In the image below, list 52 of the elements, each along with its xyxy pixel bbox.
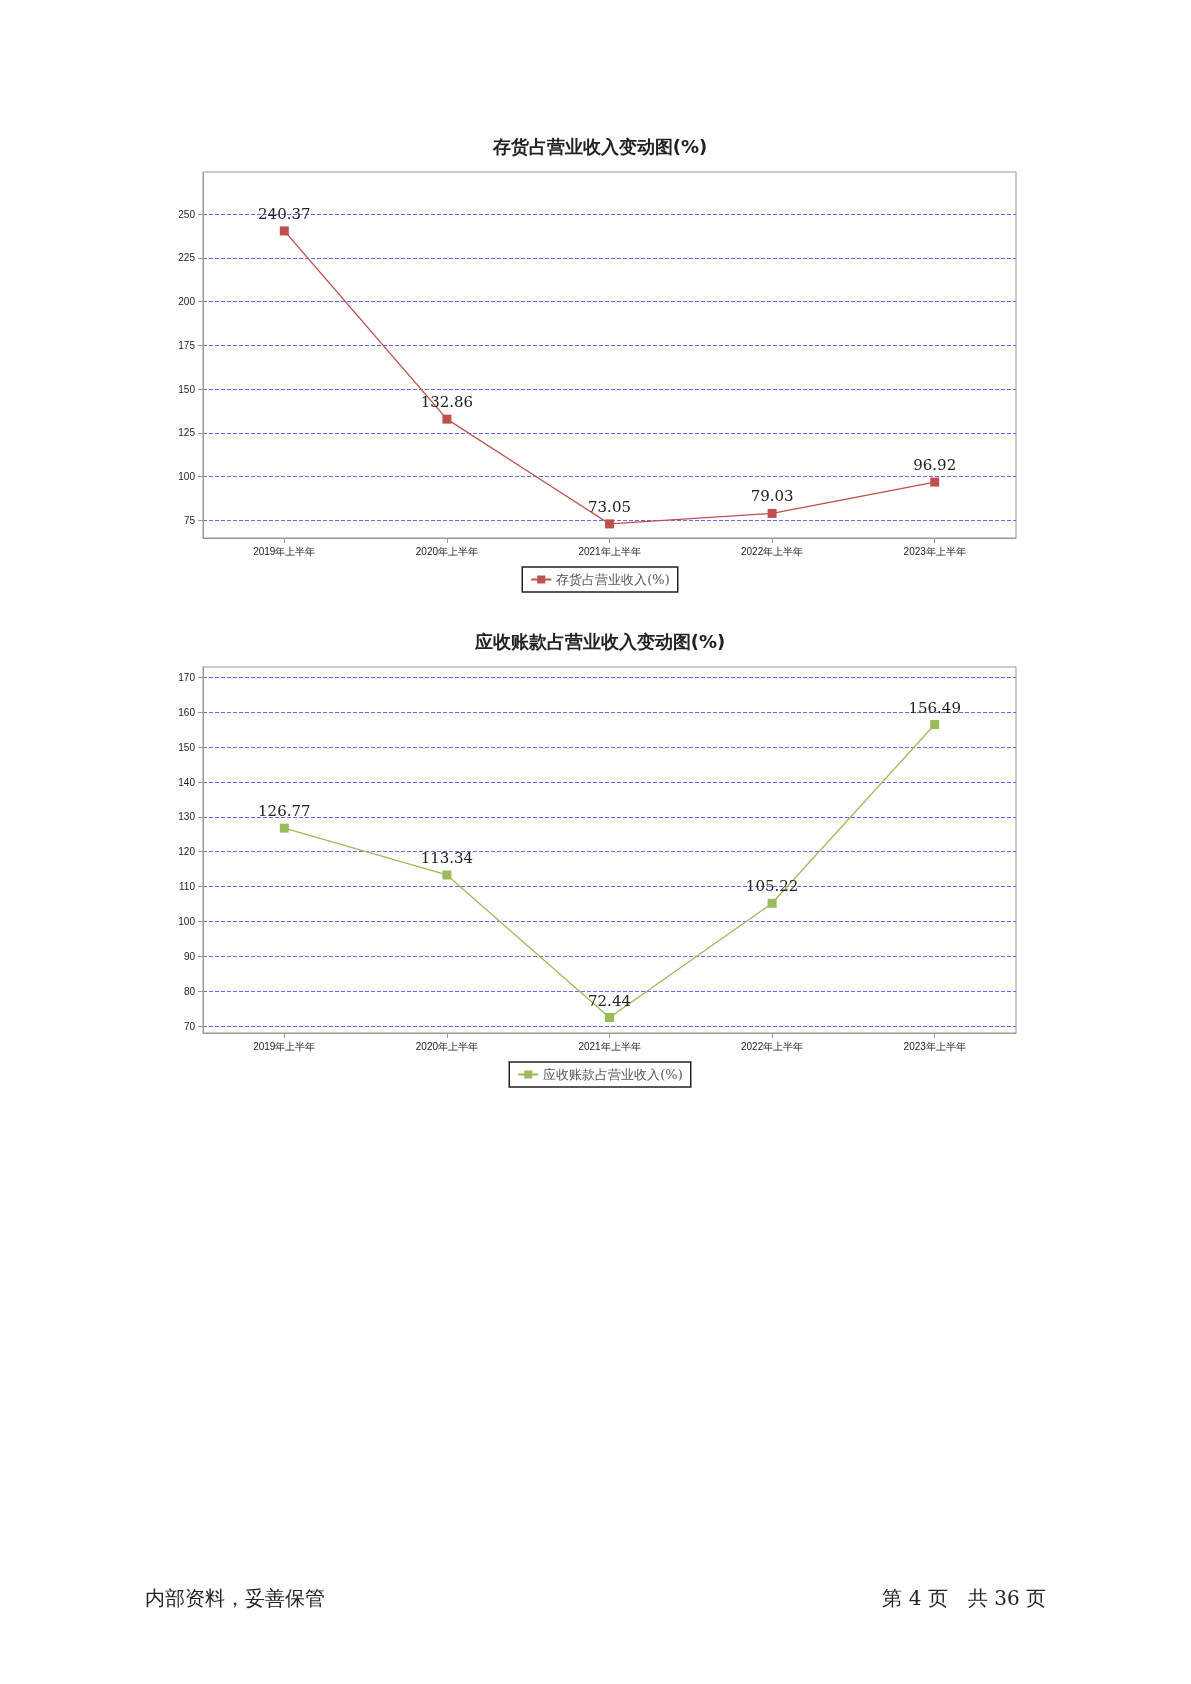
legend-label: 存货占营业收入(%) — [556, 572, 670, 587]
y-tick-label: 225 — [178, 252, 196, 264]
data-label: 156.49 — [908, 698, 961, 717]
y-tick-label: 80 — [183, 985, 196, 997]
point — [605, 1013, 614, 1023]
y-tick-label: 150 — [178, 741, 196, 753]
point — [605, 519, 614, 529]
y-tick-label: 125 — [178, 427, 196, 439]
y-tick-label: 75 — [183, 514, 196, 526]
text: 第 4 页 共 36 页 — [882, 1585, 1046, 1612]
y-tick-label: 90 — [183, 950, 196, 962]
chart-title: 应收账款占营业收入变动图(%) — [473, 630, 726, 652]
text: 内部资料，妥善保管 — [145, 1585, 325, 1612]
data-label: 73.05 — [588, 497, 631, 516]
y-tick-label: 160 — [178, 706, 196, 718]
x-tick-label: 2022年上半年 — [740, 545, 804, 557]
data-label: 113.34 — [420, 848, 474, 867]
data-label: 79.03 — [750, 487, 794, 506]
x-tick-label: 2022年上半年 — [740, 1040, 804, 1052]
x-tick-label: 2023年上半年 — [903, 545, 966, 557]
y-tick-label: 175 — [178, 339, 196, 351]
point — [930, 477, 940, 487]
point — [767, 898, 777, 908]
point — [279, 226, 289, 236]
x-tick-label: 2021年上半年 — [578, 1040, 641, 1052]
y-tick-label: 100 — [178, 915, 196, 927]
y-tick-label: 100 — [178, 471, 196, 483]
point — [279, 823, 289, 833]
data-label: 96.92 — [913, 456, 957, 475]
point — [767, 508, 777, 518]
y-tick-label: 120 — [178, 846, 196, 858]
chart-title: 存货占营业收入变动图(%) — [491, 135, 708, 157]
data-label: 126.77 — [258, 802, 311, 821]
y-tick-label: 150 — [178, 383, 196, 395]
x-tick-label: 2020年上半年 — [415, 1040, 479, 1052]
x-tick-label: 2021年上半年 — [578, 545, 641, 557]
x-tick-label: 2023年上半年 — [903, 1040, 966, 1052]
y-tick-label: 110 — [179, 881, 196, 893]
data-label: 72.44 — [588, 991, 631, 1010]
point — [442, 870, 452, 880]
legend-label: 应收账款占营业收入(%) — [543, 1067, 683, 1082]
point — [930, 720, 940, 730]
y-tick-label: 170 — [178, 671, 196, 683]
x-tick-label: 2019年上半年 — [253, 1040, 316, 1052]
point — [442, 414, 452, 424]
y-tick-label: 140 — [178, 776, 196, 788]
x-tick-label: 2019年上半年 — [253, 545, 316, 557]
y-tick-label: 200 — [178, 296, 196, 308]
x-tick-label: 2020年上半年 — [415, 545, 479, 557]
y-tick-label: 250 — [178, 208, 196, 220]
y-tick-label: 130 — [178, 811, 196, 823]
y-tick-label: 70 — [183, 1020, 196, 1032]
